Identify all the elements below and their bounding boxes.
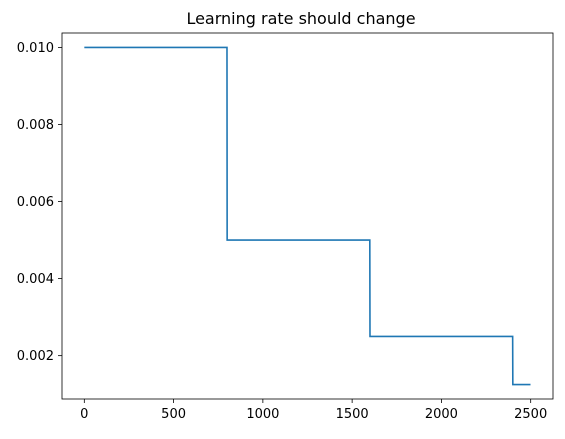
x-tick-label: 2000 <box>425 407 458 422</box>
x-tick-label: 1000 <box>246 407 279 422</box>
y-tick-label: 0.008 <box>17 118 54 133</box>
series-line-0 <box>84 46 531 386</box>
plot-area-frame <box>61 32 554 400</box>
axis-ticks: 0 500 1000 1500 2000 2500 0.002 0.004 0.006 0.008… <box>17 41 547 422</box>
x-tick-label: 1500 <box>336 407 369 422</box>
x-tick-label: 0 <box>80 407 88 422</box>
chart-title: Learning rate should change <box>186 9 415 28</box>
x-tick-label: 500 <box>161 407 186 422</box>
series-layer <box>84 46 531 386</box>
y-tick-label: 0.006 <box>17 195 54 210</box>
y-tick-label: 0.010 <box>17 41 54 56</box>
y-tick-label: 0.004 <box>17 272 54 287</box>
y-tick-label: 0.002 <box>17 349 54 364</box>
x-tick-label: 2500 <box>514 407 547 422</box>
